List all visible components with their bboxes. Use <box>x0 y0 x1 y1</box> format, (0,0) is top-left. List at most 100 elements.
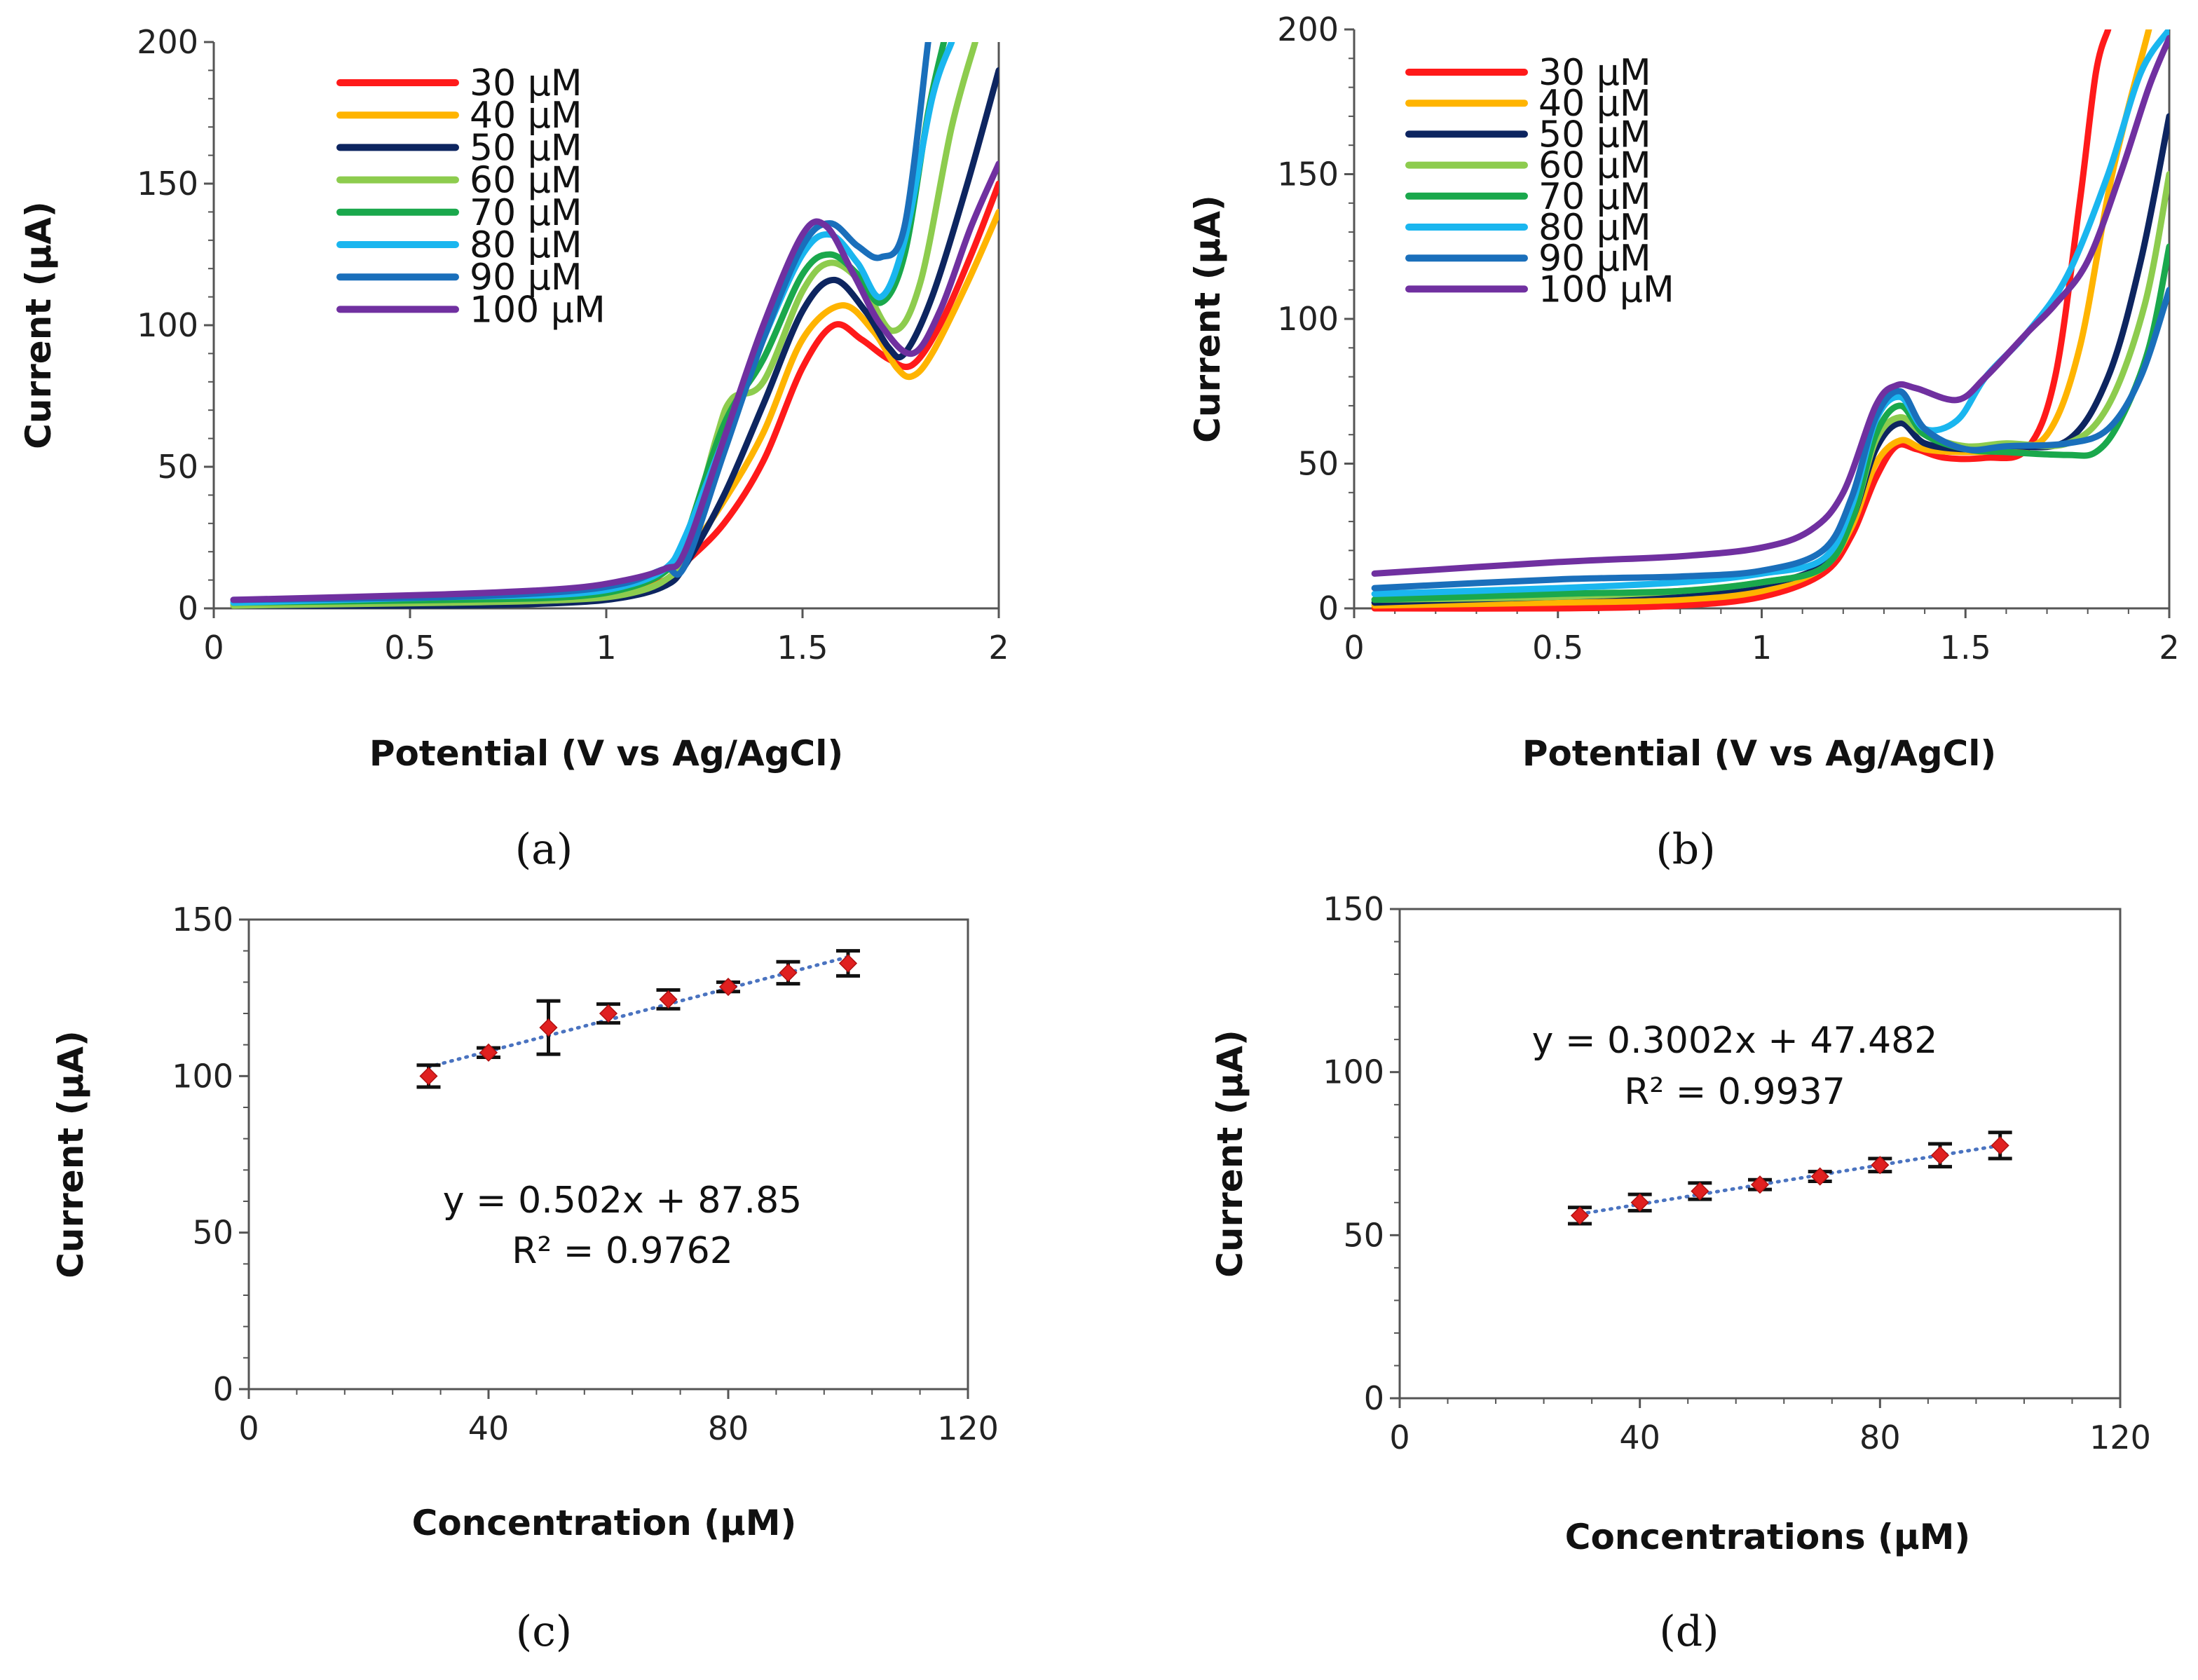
series-line-40um <box>1371 29 2152 609</box>
legend-label: 60 µM <box>1538 145 1651 187</box>
series-line-30um <box>1371 29 2112 612</box>
x-tick-label: 120 <box>2089 1419 2151 1456</box>
x-tick-label: 2 <box>2159 629 2179 667</box>
data-point-marker <box>539 1018 558 1037</box>
legend-label: 80 µM <box>470 224 582 266</box>
series-line-90um <box>1371 287 2169 592</box>
series-line-100um <box>230 161 999 603</box>
series-line-50um <box>1371 113 2169 606</box>
y-tick-label: 100 <box>137 306 198 344</box>
data-point-marker <box>718 977 738 997</box>
y-tick-label: 0 <box>178 589 198 627</box>
x-tick-label: 1.5 <box>1940 629 1991 667</box>
x-tick-label: 80 <box>708 1409 749 1447</box>
series-line-80um <box>1371 29 2169 597</box>
data-point-marker <box>779 963 798 982</box>
data-point-marker <box>1991 1136 2009 1155</box>
x-tick-label: 1 <box>596 629 616 667</box>
x-tick-label: 0.5 <box>384 629 435 667</box>
x-tick-label: 40 <box>468 1409 510 1447</box>
x-tick-label: 2 <box>988 629 1009 667</box>
x-tick-label: 1 <box>1752 629 1772 667</box>
y-tick-label: 100 <box>1277 300 1339 338</box>
x-tick-label: 0 <box>238 1409 259 1447</box>
x-tick-label: 80 <box>1859 1419 1901 1456</box>
series-line-100um <box>1371 34 2169 577</box>
legend-label: 70 µM <box>470 192 582 234</box>
panel-d-xlabel: Concentrations (µM) <box>1565 1517 1971 1557</box>
legend-label: 80 µM <box>1538 207 1651 249</box>
panel-d-r-squared: R² = 0.9937 <box>1624 1071 1845 1113</box>
legend-label: 90 µM <box>470 257 582 299</box>
panel-d-chart: 0 50 100 150 0 40 80 120 y = 0.3002x + 47.482 R… <box>1210 890 2151 1656</box>
data-point-marker <box>419 1067 438 1086</box>
panel-d-label: (d) <box>1659 1607 1719 1656</box>
data-point-marker <box>1750 1175 1770 1194</box>
panel-c-equation: y = 0.502x + 87.85 <box>443 1180 803 1222</box>
y-tick-label: 0 <box>1364 1379 1384 1417</box>
panel-a-ylabel: Current (µA) <box>18 201 59 449</box>
panel-c-xlabel: Concentration (µM) <box>412 1503 797 1543</box>
panel-a-label: (a) <box>515 825 573 874</box>
series-line-70um <box>1371 243 2169 603</box>
y-tick-label: 150 <box>172 901 233 938</box>
data-point-marker <box>1630 1193 1649 1212</box>
panel-c-r-squared: R² = 0.9762 <box>512 1230 733 1272</box>
panel-b-xlabel: Potential (V vs Ag/AgCl) <box>1522 733 1996 774</box>
y-tick-label: 0 <box>213 1370 233 1408</box>
panel-b-ylabel: Current (µA) <box>1187 195 1228 443</box>
data-point-marker <box>1570 1206 1590 1225</box>
legend-label: 100 µM <box>1538 268 1674 310</box>
legend-label: 100 µM <box>470 289 606 331</box>
x-tick-label: 0.5 <box>1532 629 1583 667</box>
y-tick-label: 100 <box>172 1057 233 1095</box>
y-tick-label: 50 <box>1343 1216 1384 1254</box>
y-tick-label: 0 <box>1318 589 1339 627</box>
legend-label: 50 µM <box>1538 114 1651 156</box>
legend-label: 40 µM <box>470 95 582 137</box>
data-point-marker <box>599 1004 618 1023</box>
legend-label: 70 µM <box>1538 176 1651 218</box>
y-tick-label: 150 <box>137 165 198 203</box>
panel-c-ylabel: Current (µA) <box>50 1030 91 1278</box>
data-point-marker <box>1691 1182 1709 1201</box>
data-point-marker <box>838 954 858 973</box>
panel-d-equation: y = 0.3002x + 47.482 <box>1532 1020 1938 1062</box>
panel-c-chart: 0 50 100 150 0 40 80 120 y = 0.502x + 87.85 R² … <box>50 901 999 1656</box>
x-tick-label: 40 <box>1619 1419 1660 1456</box>
legend-label: 30 µM <box>470 62 582 104</box>
trendline <box>1578 1143 2002 1216</box>
legend-label: 90 µM <box>1538 238 1651 280</box>
legend-label: 60 µM <box>470 160 582 202</box>
y-tick-label: 150 <box>1277 156 1339 193</box>
legend-label: 50 µM <box>470 127 582 169</box>
x-tick-label: 0 <box>1344 629 1364 667</box>
panel-d-ylabel: Current (µA) <box>1210 1030 1250 1278</box>
data-point-marker <box>1871 1156 1890 1175</box>
x-tick-label: 0 <box>203 629 224 667</box>
data-point-marker <box>1810 1167 1829 1186</box>
x-tick-label: 120 <box>937 1409 999 1447</box>
y-tick-label: 50 <box>157 448 198 486</box>
y-tick-label: 150 <box>1323 890 1384 928</box>
panel-b-label: (b) <box>1656 825 1715 874</box>
legend-label: 30 µM <box>1538 52 1651 94</box>
y-tick-label: 200 <box>1277 11 1339 48</box>
y-tick-label: 100 <box>1323 1053 1384 1091</box>
panel-d-plot-frame <box>1398 908 2122 1400</box>
panel-c-label: (c) <box>516 1607 572 1656</box>
y-tick-label: 50 <box>1297 445 1339 483</box>
x-tick-label: 0 <box>1389 1419 1409 1456</box>
panel-a-xlabel: Potential (V vs Ag/AgCl) <box>369 733 843 774</box>
y-tick-label: 50 <box>192 1214 233 1252</box>
data-point-marker <box>659 990 678 1009</box>
data-point-marker <box>479 1043 498 1062</box>
panel-c-plot-frame <box>247 918 969 1391</box>
legend-label: 40 µM <box>1538 83 1651 125</box>
x-tick-label: 1.5 <box>777 629 828 667</box>
series-line-40um <box>230 208 999 609</box>
data-point-marker <box>1930 1146 1950 1165</box>
